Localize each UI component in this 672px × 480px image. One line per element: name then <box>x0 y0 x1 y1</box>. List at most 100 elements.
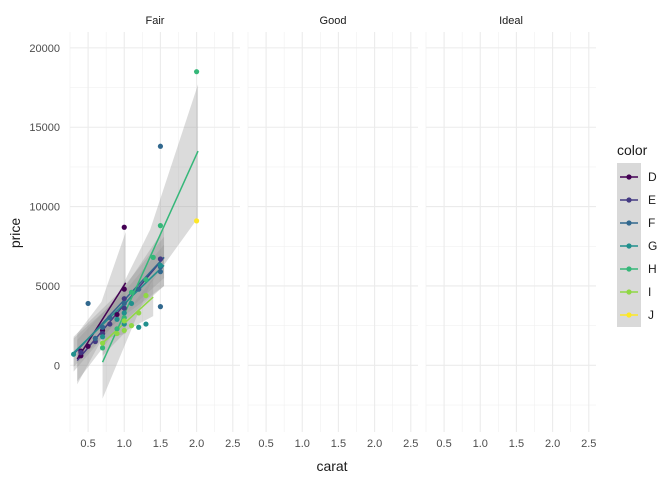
x-tick-label: 1.5 <box>331 438 346 450</box>
legend-label: H <box>648 262 657 276</box>
point-I <box>99 340 106 346</box>
x-tick-label: 1.0 <box>295 438 310 450</box>
facet-panel-fair: Fair <box>69 15 240 432</box>
point-D <box>85 343 91 349</box>
legend-item-F: F <box>620 216 655 230</box>
fit-lines <box>73 150 199 363</box>
point-F <box>92 335 98 341</box>
facet-strip-label: Good <box>320 15 347 27</box>
point-E <box>157 256 164 262</box>
legend-key-point <box>626 312 632 318</box>
legend-key-point <box>626 243 632 249</box>
point-D <box>121 286 127 292</box>
legend-item-H: H <box>620 262 657 276</box>
point-G <box>157 262 164 268</box>
point-I <box>128 323 135 329</box>
x-tick-label: 1.0 <box>117 438 132 450</box>
point-E <box>121 296 127 302</box>
point-F <box>121 300 127 307</box>
facet-strip-label: Fair <box>146 15 165 27</box>
point-H <box>99 345 106 351</box>
y-axis: 0 5000 10000 15000 20000 <box>29 43 60 372</box>
x-tick-label: 2.0 <box>189 438 204 450</box>
point-G <box>128 300 135 307</box>
legend-label: I <box>648 285 651 299</box>
fit-line-G <box>73 264 165 354</box>
point-F <box>136 286 142 292</box>
x-tick-label: 2.5 <box>225 438 240 450</box>
ribbon-H <box>102 84 199 399</box>
y-tick-label: 20000 <box>29 43 60 55</box>
facet-strip-label: Ideal <box>499 15 523 27</box>
data-layer <box>71 69 200 399</box>
point-F <box>99 324 106 330</box>
point-H <box>150 254 156 260</box>
legend-key-point <box>626 266 632 272</box>
ribbon-I <box>102 278 154 356</box>
point-F <box>85 300 91 307</box>
x-tick-label: 2.5 <box>403 438 418 450</box>
point-I <box>143 292 149 299</box>
fit-line-E <box>76 256 165 362</box>
x-tick-label: 1.5 <box>153 438 168 450</box>
facet-panels: Fair Good Ideal <box>69 15 596 432</box>
x-tick-label: 0.5 <box>258 438 273 450</box>
point-D <box>114 311 120 318</box>
legend-item-I: I <box>620 285 651 299</box>
point-I <box>121 327 127 334</box>
y-axis-title: price <box>7 218 23 249</box>
legend-label: E <box>648 193 656 207</box>
point-F <box>107 315 113 321</box>
y-tick-label: 15000 <box>29 122 60 134</box>
point-E <box>78 350 84 356</box>
legend-key-point <box>626 220 632 226</box>
confidence-ribbons <box>73 84 199 399</box>
legend-title: color <box>617 142 648 158</box>
y-tick-label: 10000 <box>29 202 60 214</box>
x-axes: 0.5 1.0 1.5 2.0 2.5 0.5 1.0 1.5 2.0 2.5 0.5 1.0 1.5 2… <box>80 438 596 450</box>
point-G <box>136 324 142 330</box>
facet-panel-ideal: Ideal <box>425 15 596 432</box>
legend-item-J: J <box>620 308 654 322</box>
legend-key-point <box>626 289 632 295</box>
x-tick-label: 2.0 <box>367 438 382 450</box>
fit-line-D <box>76 282 127 360</box>
legend-key-point <box>626 197 632 203</box>
x-tick-label: 0.5 <box>436 438 451 450</box>
point-G <box>99 334 106 340</box>
y-tick-label: 5000 <box>36 281 60 293</box>
point-H <box>193 69 200 75</box>
point-G <box>143 321 149 327</box>
points <box>71 69 200 359</box>
point-D <box>121 224 127 230</box>
point-J <box>193 218 200 224</box>
legend-label: F <box>648 216 655 230</box>
point-F <box>157 304 164 310</box>
y-tick-label: 0 <box>54 360 60 372</box>
x-tick-label: 1.5 <box>509 438 524 450</box>
legend-item-D: D <box>620 170 657 184</box>
point-I <box>114 330 120 337</box>
point-H <box>157 223 164 229</box>
facet-panel-good: Good <box>247 15 418 432</box>
point-G <box>71 351 77 357</box>
point-F <box>157 269 164 275</box>
point-F <box>157 143 164 149</box>
point-E <box>107 321 113 327</box>
point-E <box>121 305 127 311</box>
point-H <box>114 326 120 332</box>
ribbon-E <box>77 228 165 382</box>
legend-label: G <box>648 239 657 253</box>
legend-label: J <box>648 308 654 322</box>
legend-key-point <box>626 174 632 180</box>
fit-line-I <box>102 296 154 344</box>
point-I <box>136 310 142 316</box>
point-H <box>128 289 135 295</box>
x-axis-title: carat <box>316 458 347 474</box>
x-tick-label: 2.5 <box>581 438 596 450</box>
x-tick-label: 0.5 <box>80 438 95 450</box>
point-G <box>114 316 120 322</box>
